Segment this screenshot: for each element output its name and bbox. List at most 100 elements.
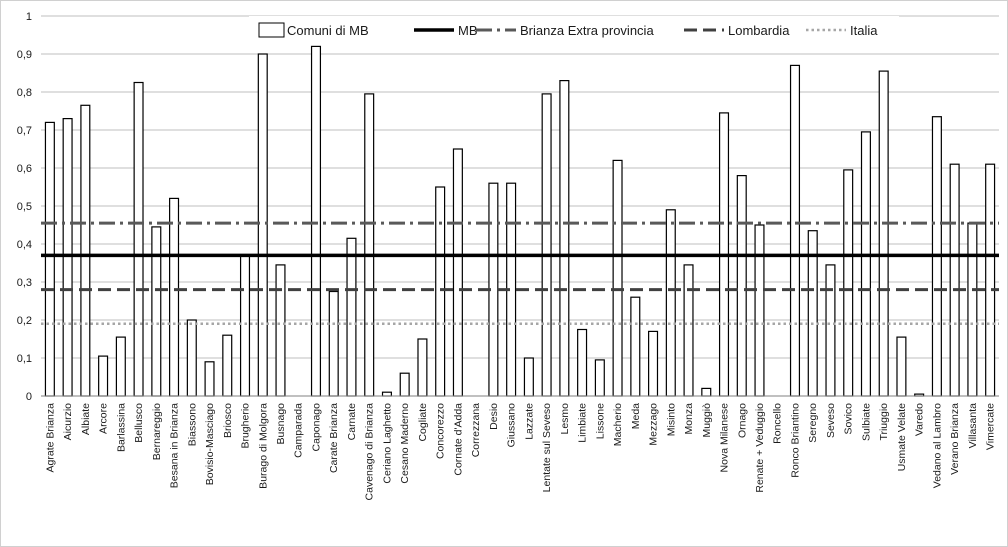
- legend-label: Lombardia: [728, 23, 790, 38]
- bar: [594, 359, 605, 397]
- bar: [985, 163, 996, 397]
- bar: [665, 209, 676, 397]
- x-tick-label: Ronco Briantino: [789, 403, 801, 478]
- x-tick-label: Barlassina: [115, 403, 127, 452]
- x-tick-label: Monza: [683, 403, 695, 435]
- bar: [630, 296, 641, 397]
- bar: [559, 79, 570, 397]
- x-tick-label: Sulbiate: [860, 403, 872, 441]
- y-tick-label: 0,4: [17, 239, 32, 251]
- bar: [896, 336, 907, 397]
- x-tick-label: Cesano Maderno: [399, 403, 411, 484]
- x-tick-label: Concorezzo: [435, 403, 447, 459]
- x-tick-label: Roncello: [772, 403, 784, 444]
- y-tick-label: 0: [26, 391, 32, 403]
- bar: [878, 70, 889, 397]
- x-tick-label: Macherio: [612, 403, 624, 446]
- bar: [133, 81, 144, 397]
- y-tick-label: 0,9: [17, 49, 32, 61]
- x-tick-label: Vimercate: [985, 403, 997, 450]
- bar: [648, 330, 659, 397]
- x-tick-label: Brugherio: [240, 403, 252, 449]
- x-tick-label: Bellusco: [133, 403, 145, 443]
- bar: [435, 186, 446, 397]
- x-tick-label: Villasanta: [967, 403, 979, 448]
- x-tick-label: Caponago: [310, 403, 322, 452]
- bar: [98, 355, 109, 397]
- bars-comuni-di-mb: [44, 45, 996, 397]
- bar: [381, 391, 392, 397]
- x-tick-label: Triuggio: [878, 403, 890, 441]
- x-tick-label: Agrate Brianza: [44, 403, 56, 473]
- bar: [701, 387, 712, 397]
- x-tick-label: Giussano: [506, 403, 518, 448]
- bar: [169, 197, 180, 397]
- bar: [346, 237, 357, 397]
- bar: [399, 372, 410, 397]
- legend: Comuni di MB MB Brianza Extra provincia Lom…: [249, 16, 899, 45]
- legend-label: MB: [458, 23, 478, 38]
- x-tick-label: Cavenago di Brianza: [364, 403, 376, 501]
- reference-lines: [41, 221, 999, 326]
- x-tick-label: Mezzago: [648, 403, 660, 446]
- x-tick-label: Lazzate: [523, 403, 535, 440]
- bar: [62, 117, 73, 397]
- x-tick-label: Lesmo: [559, 403, 571, 435]
- x-tick-label: Varedo: [914, 403, 926, 436]
- y-tick-label: 0,5: [17, 201, 32, 213]
- x-tick-label: Renate + Veduggio: [754, 403, 766, 493]
- x-tick-label: Lentate sul Seveso: [541, 403, 553, 492]
- bar: [612, 159, 623, 397]
- x-tick-label: Biassono: [186, 403, 198, 446]
- bar: [949, 163, 960, 397]
- bar: [683, 264, 694, 397]
- bar: [843, 169, 854, 397]
- y-tick-label: 0,1: [17, 353, 32, 365]
- x-tick-label: Cogliate: [417, 403, 429, 442]
- bar: [577, 328, 588, 397]
- x-tick-label: Busnago: [275, 403, 287, 445]
- x-tick-label: Ceriano Laghetto: [381, 403, 393, 484]
- x-tick-label: Sovico: [843, 403, 855, 435]
- legend-swatch: [258, 22, 285, 38]
- bar: [860, 131, 871, 397]
- bar: [204, 361, 215, 397]
- bar: [257, 53, 268, 397]
- x-tick-label: Vedano al Lambro: [931, 403, 943, 488]
- x-tick-label: Bovisio-Masciago: [204, 403, 216, 485]
- x-tick-label: Cornate d'Adda: [452, 403, 464, 476]
- x-tick-label: Verano Brianza: [949, 403, 961, 475]
- x-tick-label: Albiate: [80, 403, 92, 435]
- x-tick-label: Briosco: [222, 403, 234, 438]
- x-tick-label: Lissone: [594, 403, 606, 439]
- y-tick-label: 1: [26, 11, 32, 23]
- x-tick-label: Seregno: [807, 403, 819, 443]
- gridlines: [41, 15, 999, 359]
- bar: [754, 224, 765, 397]
- bar: [364, 93, 375, 397]
- legend-background: [249, 16, 899, 45]
- x-tick-label: Nova Milanese: [719, 403, 731, 473]
- x-tick-label: Carate Brianza: [328, 403, 340, 473]
- x-tick-label: Burago di Molgora: [257, 403, 269, 489]
- bar: [186, 319, 197, 397]
- legend-label: Italia: [850, 23, 878, 38]
- bar: [523, 357, 534, 397]
- y-tick-label: 0,2: [17, 315, 32, 327]
- bar: [789, 64, 801, 397]
- bar: [222, 334, 233, 397]
- x-tick-label: Camparada: [293, 403, 305, 458]
- x-tick-label: Muggiò: [701, 403, 713, 438]
- x-axis: Agrate Brianza Aicurzio Albiate Arcore Barla…: [41, 395, 999, 501]
- x-tick-label: Usmate Velate: [896, 403, 908, 471]
- x-tick-label: Limbiate: [577, 403, 589, 443]
- x-tick-label: Desio: [488, 403, 500, 430]
- bar: [452, 148, 463, 397]
- y-tick-label: 0,7: [17, 125, 32, 137]
- bar: [80, 104, 91, 397]
- x-tick-label: Misinto: [665, 403, 677, 436]
- bar: [239, 254, 251, 397]
- y-tick-label: 0,6: [17, 163, 32, 175]
